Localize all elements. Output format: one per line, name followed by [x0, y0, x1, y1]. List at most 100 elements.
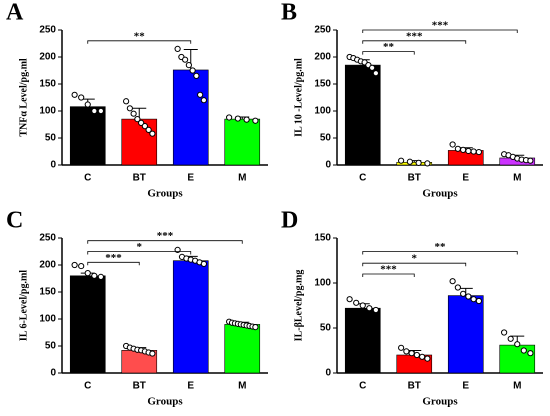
data-point: [366, 305, 373, 312]
data-point: [419, 353, 426, 360]
y-tick-label: 0: [50, 160, 56, 171]
data-point: [78, 262, 85, 270]
y-axis-label: IL-βLevel/pg.mg: [293, 270, 304, 342]
data-point: [424, 355, 431, 362]
x-tick-label: M: [238, 381, 246, 392]
x-tick-label: BT: [133, 173, 146, 184]
y-axis-label: IL 10 -Level/pg.ml: [293, 58, 304, 137]
significance-label: ***: [432, 20, 449, 32]
x-axis-label: Groups: [422, 188, 458, 200]
data-point: [145, 126, 152, 133]
data-point: [415, 159, 422, 166]
data-point: [197, 91, 204, 98]
y-tick-label: 100: [314, 106, 331, 117]
data-point: [449, 278, 456, 285]
y-tick-label: 100: [39, 314, 56, 325]
data-point: [252, 117, 259, 124]
data-point: [460, 146, 467, 153]
data-point: [97, 107, 104, 115]
data-point: [501, 329, 508, 336]
y-tick-label: 50: [45, 133, 57, 144]
data-point: [465, 293, 472, 300]
data-point: [454, 145, 461, 152]
significance-bracket: [362, 51, 415, 55]
x-tick-label: E: [187, 381, 194, 392]
y-tick-label: 150: [39, 79, 56, 90]
data-point: [353, 299, 360, 306]
significance-label: ***: [380, 264, 397, 276]
x-tick-label: M: [513, 173, 521, 184]
y-tick-label: 50: [320, 133, 332, 144]
data-point: [369, 64, 376, 71]
x-tick-label: C: [84, 173, 91, 184]
bar: [224, 118, 261, 166]
data-point: [71, 261, 78, 269]
data-point: [406, 158, 413, 165]
significance-bracket: [362, 262, 467, 267]
data-point: [470, 148, 477, 155]
data-point: [403, 348, 410, 355]
data-point: [398, 344, 405, 351]
data-point: [141, 123, 148, 130]
y-tick-label: 0: [325, 160, 331, 171]
data-point: [372, 306, 379, 314]
panel-letter: D: [281, 208, 298, 234]
data-point: [189, 67, 196, 74]
x-tick-label: M: [238, 173, 246, 184]
data-point: [527, 350, 534, 357]
y-tick-label: 50: [45, 341, 57, 352]
data-point: [97, 273, 104, 280]
bar: [344, 64, 381, 166]
data-point: [138, 119, 145, 126]
x-tick-label: C: [359, 381, 366, 392]
panel: C IL 6-Level/pg.ml Groups 0 50 100 150 200 250 C B…: [6, 208, 268, 408]
data-point: [470, 296, 477, 303]
y-tick-label: 100: [39, 106, 56, 117]
data-point: [193, 72, 200, 80]
y-tick-label: 50: [320, 323, 332, 334]
data-point: [527, 157, 534, 164]
panel-letter: A: [6, 0, 24, 26]
significance-label: ***: [105, 252, 122, 264]
x-tick-label: BT: [408, 173, 421, 184]
bar: [69, 106, 106, 166]
data-point: [200, 97, 207, 104]
data-point: [174, 45, 181, 53]
y-tick-label: 250: [39, 233, 56, 244]
data-point: [149, 130, 156, 137]
y-tick-label: 150: [314, 233, 331, 244]
significance-bracket: [362, 40, 467, 44]
data-point: [252, 324, 259, 331]
x-tick-label: C: [84, 381, 91, 392]
x-tick-label: E: [187, 173, 194, 184]
significance-bracket: [87, 40, 192, 44]
x-tick-label: BT: [133, 381, 146, 392]
x-tick-label: E: [462, 173, 469, 184]
data-point: [91, 272, 98, 279]
data-point: [460, 290, 467, 297]
data-point: [226, 114, 233, 121]
data-point: [91, 107, 98, 115]
data-point: [398, 157, 405, 164]
data-point: [200, 260, 207, 268]
data-point: [465, 147, 472, 155]
x-tick-label: C: [359, 173, 366, 184]
significance-label: ***: [157, 230, 174, 242]
data-point: [182, 56, 189, 63]
data-point: [359, 302, 366, 309]
data-point: [507, 335, 514, 342]
y-tick-label: 250: [39, 25, 56, 36]
data-point: [514, 341, 521, 348]
y-tick-label: 150: [39, 287, 56, 298]
y-tick-label: 200: [39, 260, 56, 271]
bar: [121, 118, 158, 166]
x-tick-label: BT: [408, 381, 421, 392]
significance-bracket: [87, 251, 192, 255]
data-point: [372, 70, 379, 77]
data-point: [134, 116, 141, 123]
data-point: [84, 270, 91, 277]
significance-bracket: [87, 261, 140, 266]
significance-bracket: [362, 251, 518, 255]
y-tick-label: 100: [314, 278, 331, 289]
